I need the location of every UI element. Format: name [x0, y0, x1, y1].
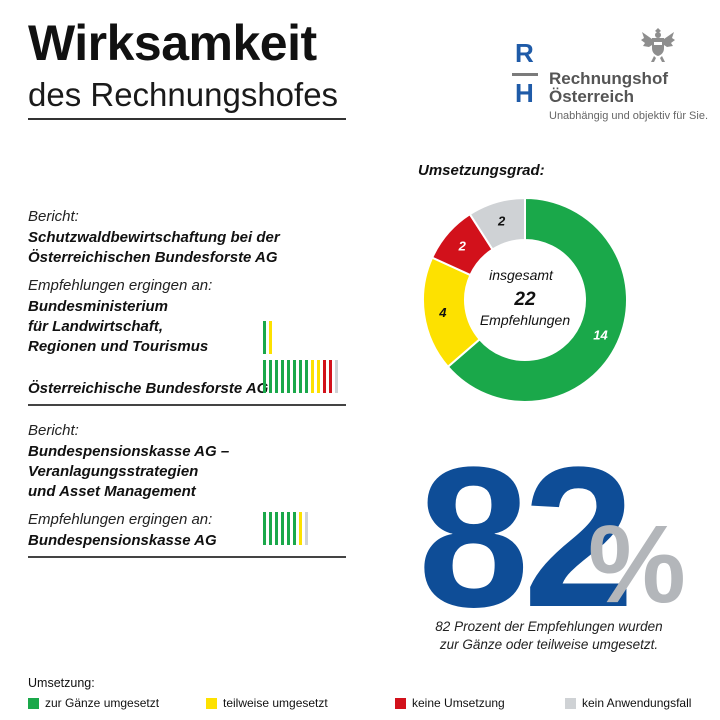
status-bar-zur_gaenze: [293, 360, 296, 393]
logo-tagline: Unabhängig und objektiv für Sie.: [549, 110, 708, 122]
status-bar-zur_gaenze: [275, 512, 278, 545]
report-1-title-line: Schutzwaldbewirtschaftung bei der: [28, 229, 280, 246]
status-bar-zur_gaenze: [263, 321, 266, 354]
report-1-recipient-1: Bundesministerium für Landwirtschaft, Re…: [28, 297, 208, 357]
status-bar-keine: [329, 360, 332, 393]
status-bar-zur_gaenze: [263, 512, 266, 545]
report-2-divider: [28, 556, 346, 558]
recipient-name-line: Bundespensionskasse AG: [28, 532, 217, 549]
report-2-title-line: Bundespensionskasse AG –: [28, 443, 230, 460]
legend-item: zur Gänze umgesetzt: [28, 696, 159, 710]
logo-name-line1: Rechnungshof: [549, 69, 668, 88]
status-bar-teilweise: [299, 512, 302, 545]
status-bar-kein_anwendungsfall: [305, 512, 308, 545]
status-bar-zur_gaenze: [287, 360, 290, 393]
recipient-name-line: Bundesministerium: [28, 298, 169, 315]
logo-letter-h: H: [515, 78, 534, 108]
donut-data-label: 2: [458, 239, 467, 254]
recommendation-status-bars: [263, 512, 308, 545]
legend-label: kein Anwendungsfall: [582, 696, 692, 710]
report-1-title-line: Österreichischen Bundesforste AG: [28, 249, 278, 266]
legend-swatch: [395, 697, 406, 709]
legend-title: Umsetzung:: [28, 676, 95, 690]
status-bar-zur_gaenze: [281, 512, 284, 545]
recommendation-status-bars: [263, 321, 272, 354]
status-bar-keine: [323, 360, 326, 393]
recipient-name-line: Österreichische Bundesforste AG: [28, 380, 269, 397]
legend-item: teilweise umgesetzt: [206, 696, 328, 710]
report-2-title-line: und Asset Management: [28, 483, 196, 500]
percentage-caption: 82 Prozent der Empfehlungen wurden zur G…: [420, 618, 678, 654]
donut-data-label: 14: [593, 327, 608, 342]
report-2-title-line: Veranlagungsstrategien: [28, 463, 199, 480]
donut-data-label: 4: [438, 305, 447, 320]
page-subtitle: des Rechnungshofes: [28, 76, 339, 113]
donut-center-total: 22: [513, 289, 536, 310]
recipient-name-line: Regionen und Tourismus: [28, 338, 209, 355]
report-1-recipient-2: Österreichische Bundesforste AG: [28, 379, 268, 399]
logo-letter-r: R: [515, 38, 534, 68]
status-bar-teilweise: [317, 360, 320, 393]
status-bar-teilweise: [269, 321, 272, 354]
legend-item: kein Anwendungsfall: [565, 696, 691, 710]
page-title: Wirksamkeit: [28, 15, 317, 71]
report-1-label: Bericht:: [28, 208, 79, 225]
status-bar-zur_gaenze: [299, 360, 302, 393]
report-2-title: Bundespensionskasse AG – Veranlagungsstr…: [28, 442, 229, 502]
status-bar-zur_gaenze: [269, 360, 272, 393]
legend-item: keine Umsetzung: [395, 696, 505, 710]
logo-name-line2: Österreich: [549, 87, 635, 106]
status-bar-teilweise: [311, 360, 314, 393]
logo-name: Rechnungshof Österreich: [549, 70, 668, 106]
donut-slice: [446, 196, 628, 403]
legend-swatch: [206, 697, 217, 709]
report-2-recipient-1: Bundespensionskasse AG: [28, 531, 217, 551]
percent-sign: %: [588, 503, 686, 626]
chart-title: Umsetzungsgrad:: [418, 162, 545, 179]
legend-swatch: [28, 697, 39, 709]
legend-label: zur Gänze umgesetzt: [45, 696, 160, 710]
report-1-divider: [28, 404, 346, 406]
legend-label: keine Umsetzung: [412, 696, 505, 710]
status-bar-zur_gaenze: [305, 360, 308, 393]
legend-label: teilweise umgesetzt: [223, 696, 328, 710]
status-bar-zur_gaenze: [293, 512, 296, 545]
recipient-name-line: für Landwirtschaft,: [28, 318, 164, 335]
status-bar-zur_gaenze: [263, 360, 266, 393]
recommendation-status-bars: [263, 360, 338, 393]
percentage-number: 82: [418, 426, 634, 649]
federal-eagle-icon: [641, 28, 675, 62]
donut-center-line2: Empfehlungen: [480, 312, 571, 328]
status-bar-zur_gaenze: [275, 360, 278, 393]
caption-line: 82 Prozent der Empfehlungen wurden: [435, 619, 663, 634]
report-2-recipients-label: Empfehlungen ergingen an:: [28, 511, 213, 528]
status-bar-zur_gaenze: [287, 512, 290, 545]
donut-slice: [468, 196, 526, 251]
donut-center-line1: insgesamt: [489, 267, 554, 283]
donut-data-label: 2: [497, 213, 506, 228]
report-1-recipients-label: Empfehlungen ergingen an:: [28, 277, 213, 294]
report-2-label: Bericht:: [28, 422, 79, 439]
rh-logo-mark: R H: [512, 40, 538, 106]
logo-bar: [512, 73, 538, 76]
status-bar-kein_anwendungsfall: [335, 360, 338, 393]
status-bar-zur_gaenze: [281, 360, 284, 393]
report-1-title: Schutzwaldbewirtschaftung bei der Österr…: [28, 228, 280, 268]
title-divider: [28, 118, 346, 120]
caption-line: zur Gänze oder teilweise umgesetzt.: [439, 637, 659, 652]
legend-swatch: [565, 697, 576, 709]
status-bar-zur_gaenze: [269, 512, 272, 545]
